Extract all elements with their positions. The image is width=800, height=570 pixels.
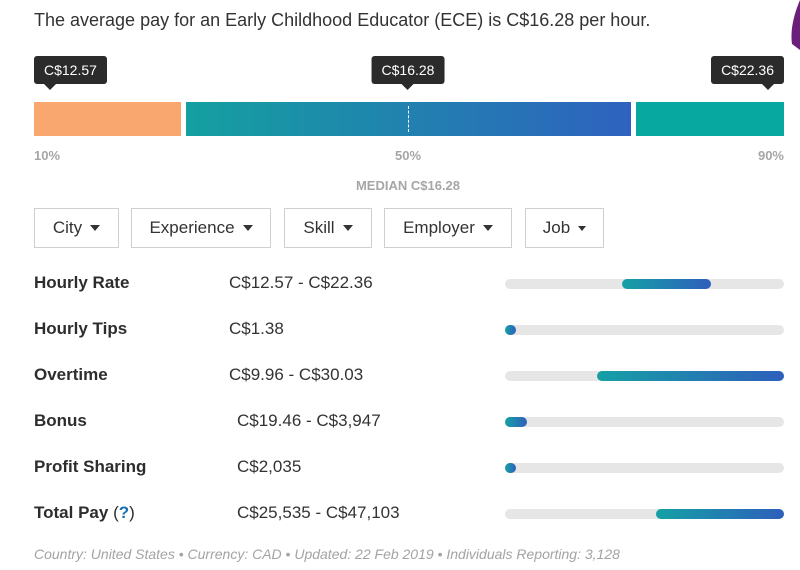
row-value: C$2,035: [237, 457, 302, 476]
pay-row-hourly-tips: Hourly Tips C$1.38: [0, 319, 800, 349]
range-track: [505, 463, 784, 473]
median-caption: MEDIAN C$16.28: [355, 178, 461, 193]
pay-row-profit-sharing: Profit Sharing C$2,035: [0, 457, 800, 487]
percentile-10-label: 10%: [34, 148, 61, 163]
row-label: Profit Sharing: [34, 457, 147, 476]
filter-city-button[interactable]: City: [34, 208, 119, 248]
pay-row-hourly-rate: Hourly Rate C$12.57 - C$22.36: [0, 273, 800, 303]
row-value: C$25,535 - C$47,103: [237, 503, 400, 522]
row-label: Hourly Rate: [34, 273, 130, 292]
filter-label: Experience: [149, 218, 235, 237]
corner-decoration: [791, 0, 800, 50]
filter-skill-button[interactable]: Skill: [284, 208, 372, 248]
median-marker: [408, 106, 409, 132]
help-link[interactable]: ?: [118, 503, 130, 522]
range-track: [505, 417, 784, 427]
row-label-text: Total Pay: [34, 503, 109, 522]
range-fill: [597, 371, 784, 381]
pay-row-total-pay: Total Pay (?) C$25,535 - C$47,103: [0, 503, 800, 533]
range-fill: [655, 509, 784, 519]
percentile-90-label: 90%: [757, 148, 784, 163]
caret-down-icon: [482, 225, 493, 231]
filter-label: Skill: [303, 218, 335, 237]
pay-row-overtime: Overtime C$9.96 - C$30.03: [0, 365, 800, 395]
report-footer: Country: United States • Currency: CAD •…: [34, 546, 620, 562]
range-track: [505, 371, 784, 381]
range-fill: [622, 279, 712, 289]
caret-down-icon: [578, 225, 587, 231]
low-pay-tooltip: C$12.57: [34, 56, 107, 90]
page-headline: The average pay for an Early Childhood E…: [34, 10, 651, 30]
median-pay-tooltip: C$16.28: [371, 56, 445, 90]
pay-row-bonus: Bonus C$19.46 - C$3,947: [0, 411, 800, 441]
caret-down-icon: [342, 225, 353, 231]
row-label: Overtime: [34, 365, 108, 384]
help-paren-open: (: [113, 503, 119, 522]
row-value: C$1.38: [229, 319, 284, 338]
caret-down-icon: [90, 225, 101, 231]
row-label: Hourly Tips: [34, 319, 128, 338]
range-fill: [505, 463, 517, 473]
help-paren-close: ): [129, 503, 135, 522]
percentile-50-label: 50%: [394, 148, 422, 163]
filter-employer-button[interactable]: Employer: [384, 208, 512, 248]
range-track: [505, 325, 784, 335]
distribution-high-segment: [636, 102, 784, 136]
filter-label: Job: [542, 218, 571, 237]
row-label: Total Pay (?): [34, 503, 135, 523]
row-value: C$9.96 - C$30.03: [229, 365, 364, 384]
caret-down-icon: [242, 225, 253, 231]
distribution-low-segment: [34, 102, 181, 136]
row-value: C$12.57 - C$22.36: [229, 273, 373, 292]
filter-label: City: [52, 218, 83, 237]
range-track: [505, 279, 784, 289]
range-track: [505, 509, 784, 519]
filter-job-button[interactable]: Job: [525, 208, 604, 248]
row-value: C$19.46 - C$3,947: [237, 411, 381, 430]
range-fill: [505, 325, 517, 335]
filter-label: Employer: [403, 218, 475, 237]
filter-experience-button[interactable]: Experience: [131, 208, 271, 248]
range-fill: [505, 417, 528, 427]
high-pay-tooltip: C$22.36: [711, 56, 784, 90]
row-label: Bonus: [34, 411, 87, 430]
